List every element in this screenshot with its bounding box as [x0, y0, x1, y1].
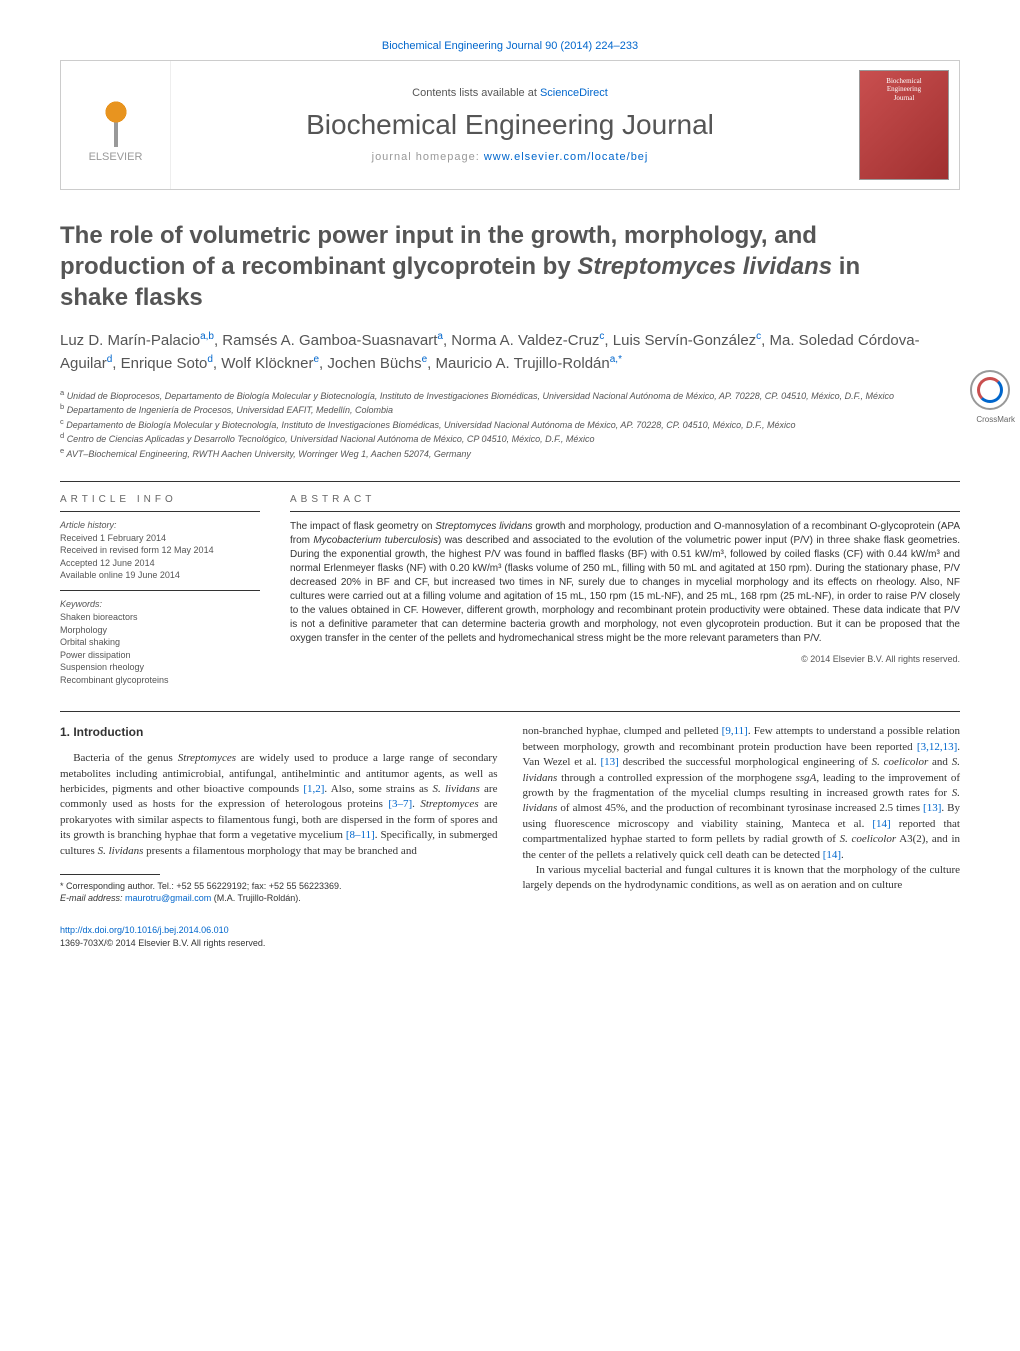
affiliation-b: b Departamento de Ingeniería de Procesos… — [60, 402, 960, 417]
abstract-text: The impact of flask geometry on Streptom… — [290, 520, 960, 646]
keyword-1: Morphology — [60, 624, 260, 637]
online-date: Available online 19 June 2014 — [60, 569, 260, 582]
abstract-block: ABSTRACT The impact of flask geometry on… — [290, 494, 960, 687]
revised-date: Received in revised form 12 May 2014 — [60, 544, 260, 557]
column-left: 1. Introduction Bacteria of the genus St… — [60, 724, 498, 904]
elsevier-tree-icon — [91, 87, 141, 147]
doi-block: http://dx.doi.org/10.1016/j.bej.2014.06.… — [60, 924, 960, 949]
intro-paragraph-2: non-branched hyphae, clumped and pellete… — [523, 724, 961, 863]
homepage-line: journal homepage: www.elsevier.com/locat… — [171, 151, 849, 163]
keyword-0: Shaken bioreactors — [60, 611, 260, 624]
keyword-2: Orbital shaking — [60, 636, 260, 649]
homepage-link[interactable]: www.elsevier.com/locate/bej — [484, 151, 649, 163]
crossmark-icon[interactable] — [970, 370, 1010, 410]
elsevier-label: ELSEVIER — [89, 151, 143, 163]
doi-link[interactable]: http://dx.doi.org/10.1016/j.bej.2014.06.… — [60, 925, 229, 935]
journal-cover-thumbnail: Biochemical Engineering Journal — [859, 70, 949, 180]
page-container: Biochemical Engineering Journal 90 (2014… — [0, 0, 1020, 990]
email-suffix: (M.A. Trujillo-Roldán). — [211, 893, 301, 903]
cover-text-2: Engineering — [887, 85, 921, 93]
cover-text-1: Biochemical — [886, 77, 921, 85]
top-citation: Biochemical Engineering Journal 90 (2014… — [60, 40, 960, 52]
intro-paragraph-1: Bacteria of the genus Streptomyces are w… — [60, 751, 498, 859]
keywords-label: Keywords: — [60, 599, 260, 609]
journal-banner: ELSEVIER Contents lists available at Sci… — [60, 60, 960, 190]
article-info-heading: ARTICLE INFO — [60, 494, 260, 505]
info-abstract-row: ARTICLE INFO Article history: Received 1… — [60, 494, 960, 687]
accepted-date: Accepted 12 June 2014 — [60, 557, 260, 570]
received-date: Received 1 February 2014 — [60, 532, 260, 545]
history-label: Article history: — [60, 520, 260, 530]
affiliation-e: e AVT–Biochemical Engineering, RWTH Aach… — [60, 446, 960, 461]
abstract-heading: ABSTRACT — [290, 494, 960, 505]
affiliation-c: c Departamento de Biología Molecular y B… — [60, 417, 960, 432]
cover-text-3: Journal — [894, 94, 915, 102]
affiliation-d: d Centro de Ciencias Aplicadas y Desarro… — [60, 431, 960, 446]
affiliation-a: a Unidad de Bioprocesos, Departamento de… — [60, 388, 960, 403]
title-italic: Streptomyces lividans — [577, 253, 832, 280]
corresponding-line: * Corresponding author. Tel.: +52 55 562… — [60, 881, 498, 893]
keyword-5: Recombinant glycoproteins — [60, 674, 260, 687]
crossmark-label: CrossMark — [976, 415, 1015, 424]
email-label: E-mail address: — [60, 893, 125, 903]
issn-copyright: 1369-703X/© 2014 Elsevier B.V. All right… — [60, 937, 960, 950]
keyword-4: Suspension rheology — [60, 661, 260, 674]
authors-list: Luz D. Marín-Palacioa,b, Ramsés A. Gambo… — [60, 329, 960, 376]
email-link[interactable]: maurotru@gmail.com — [125, 893, 211, 903]
section-1-heading: 1. Introduction — [60, 724, 498, 741]
article-info-block: ARTICLE INFO Article history: Received 1… — [60, 494, 260, 687]
info-divider — [60, 511, 260, 512]
contents-list-line: Contents lists available at ScienceDirec… — [171, 87, 849, 99]
body-columns: 1. Introduction Bacteria of the genus St… — [60, 724, 960, 904]
keyword-3: Power dissipation — [60, 649, 260, 662]
email-line: E-mail address: maurotru@gmail.com (M.A.… — [60, 893, 498, 905]
intro-paragraph-3: In various mycelial bacterial and fungal… — [523, 863, 961, 894]
divider — [60, 481, 960, 482]
affiliations: a Unidad de Bioprocesos, Departamento de… — [60, 388, 960, 461]
banner-center: Contents lists available at ScienceDirec… — [171, 87, 849, 163]
footnote-separator — [60, 874, 160, 875]
article-title: The role of volumetric power input in th… — [60, 220, 880, 314]
elsevier-logo: ELSEVIER — [61, 61, 171, 189]
abstract-copyright: © 2014 Elsevier B.V. All rights reserved… — [290, 654, 960, 664]
column-right: non-branched hyphae, clumped and pellete… — [523, 724, 961, 904]
journal-name: Biochemical Engineering Journal — [171, 109, 849, 141]
sciencedirect-link[interactable]: ScienceDirect — [540, 87, 608, 99]
info-divider-2 — [60, 590, 260, 591]
divider-2 — [60, 711, 960, 712]
corresponding-author-footnote: * Corresponding author. Tel.: +52 55 562… — [60, 881, 498, 904]
contents-prefix: Contents lists available at — [412, 87, 540, 99]
abstract-divider — [290, 511, 960, 512]
homepage-prefix: journal homepage: — [372, 151, 484, 163]
